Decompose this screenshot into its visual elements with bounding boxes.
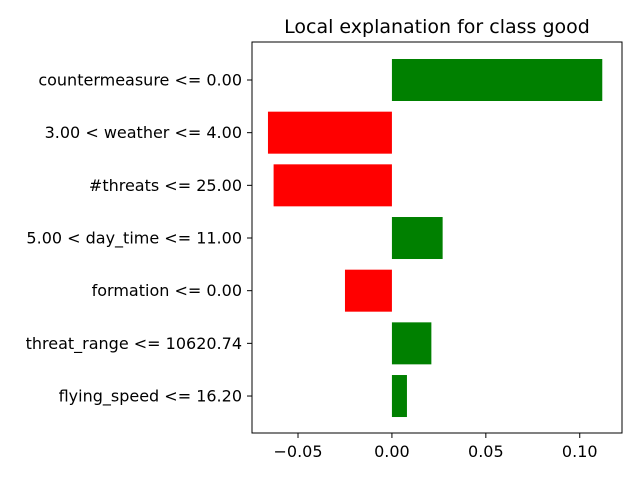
y-tick-label-6: flying_speed <= 16.20 — [59, 387, 242, 407]
bar-1 — [267, 111, 392, 154]
y-tick-label-2: #threats <= 25.00 — [89, 176, 242, 195]
y-tick-label-4: formation <= 0.00 — [92, 281, 242, 300]
x-tick-label-1: 0.00 — [374, 442, 410, 461]
bars-group — [267, 59, 603, 418]
y-tick-label-1: 3.00 < weather <= 4.00 — [45, 123, 242, 142]
bar-4 — [344, 269, 392, 312]
y-tick-label-5: threat_range <= 10620.74 — [26, 334, 242, 354]
bar-5 — [391, 322, 432, 365]
y-tick-label-0: countermeasure <= 0.00 — [38, 71, 242, 90]
y-axis: countermeasure <= 0.00 3.00 < weather <= … — [26, 71, 252, 407]
bar-2 — [273, 164, 392, 207]
x-tick-label-2: 0.05 — [468, 442, 504, 461]
bar-0 — [391, 59, 603, 101]
plot-frame — [251, 41, 623, 434]
x-tick-label-3: 0.10 — [562, 442, 598, 461]
bar-3 — [391, 217, 443, 260]
x-axis: −0.05 0.00 0.05 0.10 — [273, 433, 598, 461]
x-tick-label-0: −0.05 — [273, 442, 322, 461]
chart-title: Local explanation for class good — [284, 16, 590, 38]
y-tick-label-3: 5.00 < day_time <= 11.00 — [26, 229, 242, 249]
bar-6 — [391, 375, 407, 418]
